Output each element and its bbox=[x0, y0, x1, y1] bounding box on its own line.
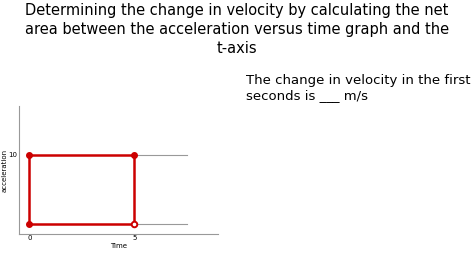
Text: The change in velocity in the first 5
seconds is ___ m/s: The change in velocity in the first 5 se… bbox=[246, 74, 474, 102]
Y-axis label: acceleration: acceleration bbox=[1, 149, 7, 192]
Text: Determining the change in velocity by calculating the net
area between the accel: Determining the change in velocity by ca… bbox=[25, 3, 449, 56]
X-axis label: Time: Time bbox=[110, 243, 127, 249]
